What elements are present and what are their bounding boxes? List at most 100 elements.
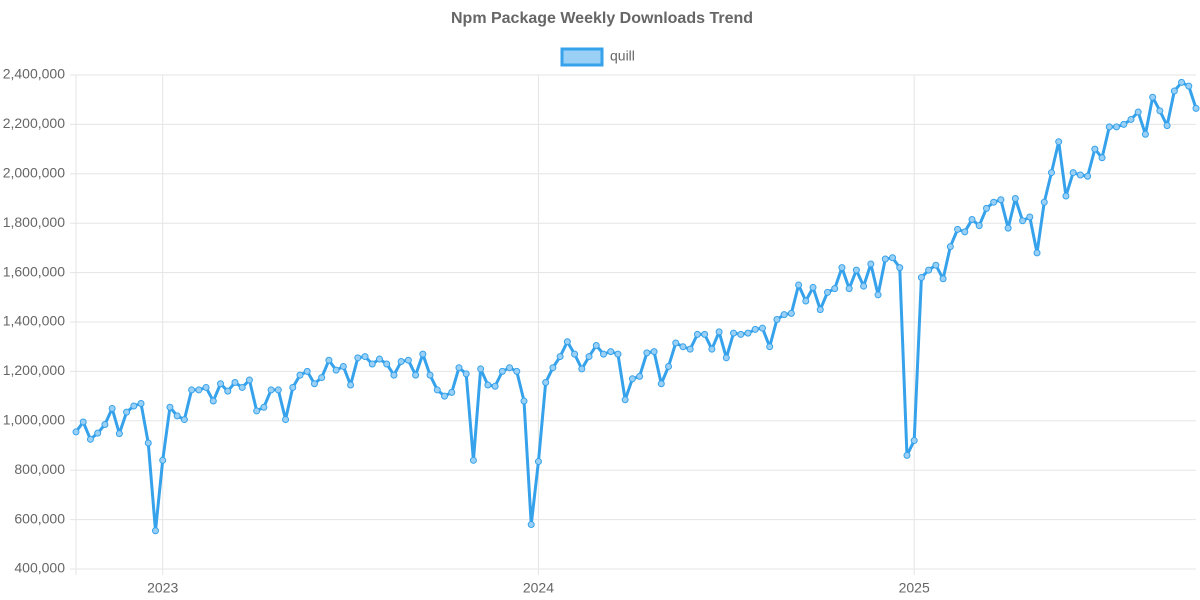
data-point	[614, 350, 622, 358]
data-point	[787, 309, 795, 317]
data-point	[79, 418, 87, 426]
data-point	[238, 383, 246, 391]
data-point	[72, 428, 80, 436]
data-point	[549, 364, 557, 372]
data-point	[491, 382, 499, 390]
data-point	[151, 527, 159, 535]
data-point	[1019, 217, 1027, 225]
data-point	[448, 388, 456, 396]
y-tick-label: 1,000,000	[3, 412, 65, 428]
data-point	[101, 421, 109, 429]
data-point	[455, 364, 463, 372]
data-point	[766, 343, 774, 351]
data-point	[296, 371, 304, 379]
data-point	[1091, 145, 1099, 153]
data-point	[245, 376, 253, 384]
y-tick-label: 1,400,000	[3, 313, 65, 329]
data-point	[982, 204, 990, 212]
data-point	[845, 285, 853, 293]
data-point	[332, 366, 340, 374]
data-point	[1084, 172, 1092, 180]
x-tick-label: 2025	[899, 580, 930, 596]
data-point	[1127, 115, 1135, 123]
data-point	[1134, 108, 1142, 116]
data-point	[1098, 154, 1106, 162]
data-point	[650, 348, 658, 356]
data-point	[108, 404, 116, 412]
data-point	[903, 451, 911, 459]
chart-title: Npm Package Weekly Downloads Trend	[451, 10, 753, 27]
data-point	[946, 243, 954, 251]
data-point	[1170, 87, 1178, 95]
y-tick-label: 800,000	[14, 461, 65, 477]
data-point	[1040, 198, 1048, 206]
data-point	[209, 397, 217, 405]
data-point	[809, 283, 817, 291]
data-point	[195, 386, 203, 394]
data-point	[419, 350, 427, 358]
data-point	[636, 372, 644, 380]
data-point	[498, 367, 506, 375]
data-point	[137, 400, 145, 408]
data-point	[506, 364, 514, 372]
data-point	[520, 397, 528, 405]
data-point	[571, 350, 579, 358]
data-point	[1011, 195, 1019, 202]
series-line	[74, 80, 1198, 533]
data-point	[86, 435, 94, 443]
data-point	[180, 416, 188, 424]
data-point	[896, 264, 904, 272]
y-tick-label: 2,400,000	[3, 66, 65, 82]
data-point	[874, 291, 882, 299]
data-point	[860, 282, 868, 290]
data-point	[166, 403, 174, 411]
data-point	[1178, 78, 1186, 86]
data-point	[1004, 224, 1012, 232]
data-point	[318, 374, 326, 382]
data-point	[253, 407, 261, 415]
data-point	[1069, 169, 1077, 177]
data-point	[657, 380, 665, 388]
data-point	[990, 198, 998, 206]
data-point	[1163, 122, 1171, 130]
x-tick-label: 2023	[147, 580, 178, 596]
data-point	[390, 371, 398, 379]
data-point	[578, 365, 586, 373]
data-point	[527, 521, 535, 529]
x-tick-label: 2024	[523, 580, 554, 596]
data-point	[751, 325, 759, 333]
data-point	[910, 437, 918, 445]
data-point	[1120, 120, 1128, 128]
data-point	[643, 349, 651, 357]
data-point	[1105, 123, 1113, 131]
data-point	[130, 402, 138, 410]
data-point	[477, 365, 485, 373]
data-point	[773, 316, 781, 324]
data-point	[744, 329, 752, 337]
data-point	[599, 350, 607, 358]
data-point	[881, 255, 889, 263]
data-point	[426, 371, 434, 379]
data-point	[831, 285, 839, 293]
data-point	[462, 370, 470, 378]
data-point	[816, 306, 824, 314]
data-point	[310, 380, 318, 388]
y-tick-label: 2,000,000	[3, 165, 65, 181]
data-point	[375, 355, 383, 363]
data-point	[412, 371, 420, 379]
data-point	[404, 356, 412, 364]
data-point	[282, 416, 290, 424]
data-point	[202, 383, 210, 391]
data-point	[542, 379, 550, 387]
data-point	[758, 324, 766, 332]
y-tick-label: 400,000	[14, 560, 65, 576]
legend-label: quill	[610, 48, 635, 64]
y-tick-label: 1,600,000	[3, 263, 65, 279]
data-point	[701, 330, 709, 338]
data-point	[1156, 107, 1164, 115]
y-tick-label: 1,200,000	[3, 362, 65, 378]
data-point	[1055, 138, 1063, 146]
data-point	[708, 345, 716, 353]
data-point	[1192, 104, 1200, 112]
